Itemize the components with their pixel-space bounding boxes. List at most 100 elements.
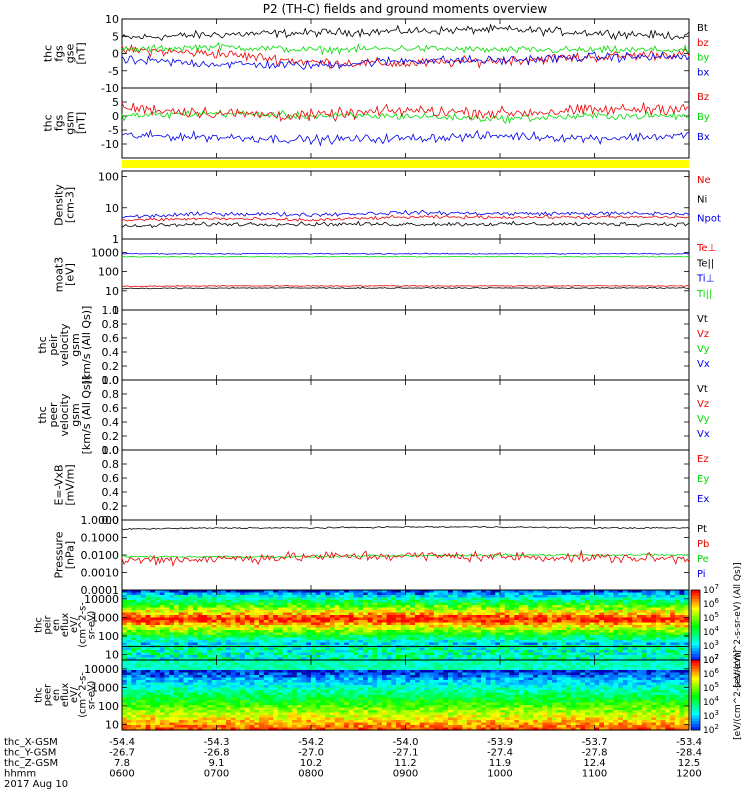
legend-entry: Pt — [697, 524, 707, 535]
x-tick-label: -53.7 — [582, 737, 608, 748]
x-tick-label: -27.1 — [393, 748, 419, 759]
y-tick-label: 5 — [112, 30, 119, 43]
y-axis-label: moat3 — [53, 257, 66, 293]
legend-entry: Vy — [697, 344, 710, 355]
x-tick-label: -53.9 — [487, 737, 513, 748]
colorbar-cell — [691, 648, 700, 652]
colorbar-cell — [691, 630, 700, 635]
series-Ti⊥ — [121, 252, 690, 255]
x-row-label: thc_Z-GSM — [4, 758, 58, 769]
x-tick-label: -27.4 — [487, 748, 513, 759]
y-axis-label: [nT] — [75, 42, 88, 64]
legend-entry: Vx — [697, 359, 710, 370]
y-axis-label: [km/s (All Qs)] — [80, 376, 93, 455]
x-tick-label: -28.4 — [676, 748, 702, 759]
x-tick-label: -27.0 — [298, 748, 324, 759]
colorbar-tick: 107 — [703, 653, 719, 666]
colorbar-cell — [691, 595, 700, 600]
series-by — [121, 41, 690, 56]
colorbar-cell — [691, 592, 700, 597]
y-axis-label: thc — [33, 687, 44, 703]
colorbar-cell — [691, 662, 700, 667]
series-Pb — [121, 550, 690, 568]
series-Ni — [121, 220, 690, 229]
colorbar-cell — [691, 680, 700, 684]
colorbar-cell — [691, 636, 700, 641]
x-tick-label: -53.4 — [676, 737, 702, 748]
y-axis-label: peir — [47, 334, 60, 356]
y-axis-label: peer — [47, 402, 60, 428]
y-tick-label: 0.6 — [102, 472, 120, 485]
y-tick-label: 0.8 — [102, 388, 120, 401]
legend-entry: Npot — [697, 214, 721, 225]
colorbar-cell — [691, 721, 700, 725]
colorbar-cell — [691, 619, 700, 623]
colorbar-cell — [691, 700, 700, 705]
y-axis-label: [km/s (All Qs)] — [80, 306, 93, 385]
panel-frame — [121, 309, 690, 381]
y-tick-label: 0.0010 — [81, 567, 120, 580]
y-tick-label: 10 — [105, 285, 119, 298]
y-tick-label: 0.0100 — [81, 549, 120, 562]
colorbar-tick: 105 — [703, 611, 719, 624]
y-tick-label: -5 — [108, 65, 119, 78]
y-axis-label: [nT] — [75, 112, 88, 134]
series-Pt — [121, 525, 690, 531]
legend-entry: By — [697, 112, 710, 123]
series-Ti|| — [121, 255, 690, 258]
x-tick-label: 12.5 — [678, 758, 700, 769]
y-axis-label: [mV/m] — [64, 464, 77, 505]
y-tick-label: -5 — [108, 124, 119, 137]
colorbar-tick: 104 — [703, 695, 719, 708]
legend-entry: Ex — [697, 494, 709, 505]
colorbar-tick: 107 — [703, 583, 719, 596]
colorbar-cell — [691, 616, 700, 620]
x-tick-label: 1100 — [582, 769, 607, 780]
y-axis-label: en — [51, 619, 62, 631]
y-axis-label: eV/ — [69, 686, 80, 703]
legend-entry: Vz — [697, 399, 709, 410]
y-tick-label: 0.2 — [102, 430, 120, 443]
x-tick-label: 0600 — [109, 769, 134, 780]
x-tick-label: 11.9 — [489, 758, 511, 769]
y-axis-label: [cm-3] — [64, 187, 77, 223]
y-axis-label: peer — [42, 683, 53, 706]
colorbar-cell — [691, 607, 700, 611]
series-bx — [121, 51, 690, 70]
y-tick-label: 0.8 — [102, 318, 120, 331]
x-tick-label: 10.2 — [300, 758, 322, 769]
legend-entry: Ey — [697, 474, 709, 485]
y-tick-label: -10 — [101, 82, 119, 95]
panel-frame — [121, 18, 690, 89]
legend-entry: Bt — [697, 23, 708, 34]
y-axis-label: sr-eV) — [87, 611, 98, 640]
spectrogram-ion — [122, 590, 690, 661]
colorbar-cell — [691, 660, 700, 664]
x-tick-label: 7.8 — [114, 758, 130, 769]
y-tick-label: 10 — [105, 13, 119, 26]
legend-entry: Ti⊥ — [696, 274, 714, 285]
colorbar-cell — [691, 727, 700, 731]
colorbar-cell — [691, 715, 700, 719]
y-tick-label: 1.0000 — [81, 514, 120, 527]
y-tick-label: 10000 — [84, 593, 119, 606]
y-axis-label: gse — [64, 44, 77, 64]
x-row-label: thc_Y-GSM — [4, 748, 56, 759]
legend-entry: Ni — [697, 194, 707, 205]
y-tick-label: 100 — [98, 700, 119, 713]
colorbar-cell — [691, 598, 700, 603]
colorbar-cell — [691, 674, 700, 678]
series-Ne — [121, 214, 690, 222]
series-Te|| — [121, 286, 689, 290]
y-axis-label: Pressure — [53, 531, 66, 578]
colorbar-cell — [691, 633, 700, 638]
colorbar-cell — [691, 604, 700, 608]
colorbar-cell — [691, 692, 700, 696]
panel-frame — [121, 379, 690, 451]
y-axis-label: en — [51, 689, 62, 701]
legend-entry: Pb — [697, 539, 709, 550]
